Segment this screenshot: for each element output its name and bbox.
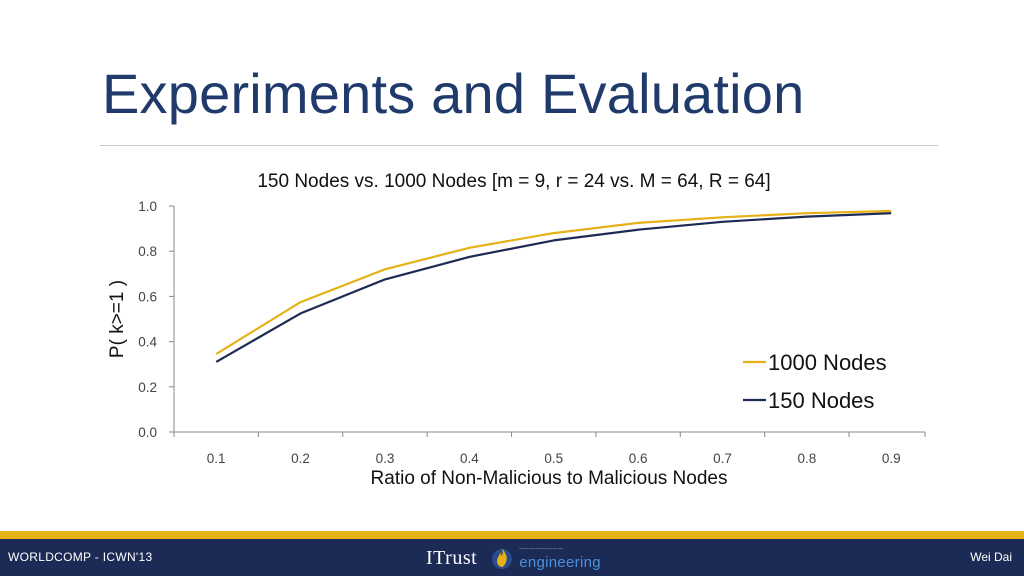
y-tick-label: 0.6 bbox=[138, 289, 157, 304]
x-tick-label: 0.3 bbox=[376, 451, 395, 466]
slide-title: Experiments and Evaluation bbox=[102, 62, 805, 125]
x-tick-label: 0.7 bbox=[713, 451, 732, 466]
x-tick-label: 0.9 bbox=[882, 451, 901, 466]
footer-conference: WORLDCOMP - ICWN'13 bbox=[8, 550, 153, 564]
itrust-logo: ITrust bbox=[426, 546, 478, 569]
footer-logos: ITrust ──────── engineering bbox=[426, 543, 601, 573]
series-line bbox=[215, 209, 892, 355]
x-tick-label: 0.6 bbox=[629, 451, 648, 466]
x-tick-label: 0.2 bbox=[291, 451, 310, 466]
engineering-logo: engineering bbox=[519, 554, 601, 571]
y-tick-label: 0.8 bbox=[138, 244, 157, 259]
chart-title: 150 Nodes vs. 1000 Nodes [m = 9, r = 24 … bbox=[257, 171, 770, 192]
y-axis-title: P( k>=1 ) bbox=[107, 280, 128, 358]
line-chart: 150 Nodes vs. 1000 Nodes [m = 9, r = 24 … bbox=[107, 171, 926, 489]
series-line bbox=[215, 212, 892, 363]
chart-legend: 1000 Nodes 150 Nodes bbox=[743, 350, 887, 413]
footer-accent-stripe bbox=[0, 531, 1024, 539]
x-tick-label: 0.8 bbox=[797, 451, 816, 466]
x-tick-label: 0.1 bbox=[207, 451, 226, 466]
x-tick-label: 0.4 bbox=[460, 451, 479, 466]
y-tick-label: 0.4 bbox=[138, 335, 157, 350]
title-divider bbox=[100, 145, 938, 146]
footer-author: Wei Dai bbox=[970, 550, 1012, 564]
chart-series bbox=[215, 209, 892, 363]
footer-bar: WORLDCOMP - ICWN'13 ITrust ──────── engi… bbox=[0, 539, 1024, 576]
legend-label: 1000 Nodes bbox=[768, 350, 887, 375]
x-axis-title: Ratio of Non-Malicious to Malicious Node… bbox=[371, 468, 728, 489]
university-wordmark: ──────── bbox=[519, 545, 564, 553]
x-tick-label: 0.5 bbox=[544, 451, 563, 466]
legend-label: 150 Nodes bbox=[768, 388, 874, 413]
y-tick-label: 0.2 bbox=[138, 380, 157, 395]
y-tick-label: 0.0 bbox=[138, 425, 157, 440]
y-tick-label: 1.0 bbox=[138, 199, 157, 214]
flame-icon bbox=[492, 548, 513, 569]
chart-axes: 0.0 0.2 0.4 0.6 0.8 1.0 0.1 0.2 0.3 0.4 0.5 0.6 0.7 0… bbox=[138, 199, 926, 466]
